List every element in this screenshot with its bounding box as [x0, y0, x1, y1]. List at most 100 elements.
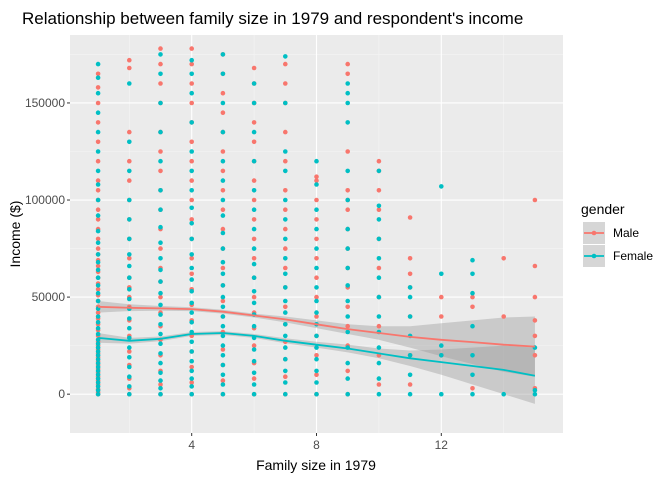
- point-female: [283, 368, 288, 374]
- point-male: [251, 294, 257, 300]
- point-male: [532, 353, 538, 358]
- point-female: [95, 240, 101, 245]
- point-female: [376, 236, 382, 242]
- point-male: [283, 304, 288, 310]
- point-female: [314, 356, 319, 362]
- point-male: [189, 380, 194, 385]
- point-female: [189, 320, 194, 325]
- point-female: [158, 224, 163, 230]
- point-female: [283, 149, 288, 154]
- point-female: [470, 257, 475, 263]
- point-female: [251, 289, 257, 294]
- point-male: [189, 217, 194, 222]
- point-male: [345, 71, 351, 77]
- point-female: [345, 391, 351, 397]
- point-female: [470, 323, 475, 329]
- point-male: [220, 149, 226, 154]
- point-male: [314, 294, 319, 300]
- point-female: [189, 265, 194, 271]
- point-female: [127, 325, 132, 331]
- point-male: [314, 314, 319, 319]
- point-female: [314, 368, 319, 374]
- point-female: [189, 384, 194, 389]
- point-female: [158, 378, 163, 383]
- point-female: [345, 376, 351, 381]
- y-tick-label: 100000: [25, 193, 65, 207]
- point-female: [314, 380, 319, 385]
- point-female: [127, 236, 132, 242]
- point-female: [127, 139, 132, 145]
- fit-line-male: [98, 305, 535, 348]
- point-female: [251, 347, 257, 352]
- point-female: [95, 298, 101, 304]
- point-female: [158, 188, 163, 193]
- point-male: [376, 188, 382, 193]
- point-female: [189, 71, 194, 77]
- point-female: [283, 310, 288, 315]
- point-male: [220, 207, 226, 212]
- point-female: [376, 314, 382, 319]
- point-male: [251, 376, 257, 381]
- point-female: [283, 345, 288, 350]
- point-female: [283, 391, 288, 397]
- point-female: [158, 52, 163, 57]
- point-female: [314, 345, 319, 350]
- point-female: [283, 285, 288, 290]
- point-male: [251, 236, 257, 242]
- point-male: [220, 347, 226, 352]
- point-female: [189, 339, 194, 345]
- point-female: [189, 120, 194, 125]
- point-female: [95, 129, 101, 135]
- point-female: [95, 213, 101, 218]
- point-female: [95, 283, 101, 288]
- point-male: [189, 81, 194, 86]
- point-female: [158, 290, 163, 296]
- point-female: [532, 388, 538, 393]
- point-male: [95, 207, 101, 212]
- point-female: [251, 158, 257, 164]
- point-male: [189, 255, 194, 261]
- point-female: [220, 213, 226, 218]
- point-male: [283, 207, 288, 212]
- point-female: [314, 158, 319, 164]
- legend-label-female: Female: [613, 249, 653, 263]
- point-male: [220, 298, 226, 304]
- point-female: [95, 345, 101, 350]
- point-female: [95, 197, 101, 203]
- point-female: [407, 294, 413, 300]
- point-female: [95, 168, 101, 174]
- point-male: [95, 287, 101, 292]
- point-female: [220, 271, 226, 277]
- point-male: [376, 382, 382, 387]
- point-female: [158, 129, 163, 135]
- chart-title: Relationship between family size in 1979…: [22, 9, 523, 28]
- point-female: [95, 380, 101, 385]
- point-female: [127, 391, 132, 397]
- point-female: [345, 283, 351, 288]
- point-male: [95, 263, 101, 269]
- point-female: [470, 290, 475, 296]
- point-female: [251, 226, 257, 232]
- point-female: [345, 314, 351, 319]
- point-female: [345, 360, 351, 366]
- point-female: [127, 355, 132, 360]
- point-female: [189, 205, 194, 211]
- point-female: [158, 158, 163, 164]
- point-female: [127, 374, 132, 380]
- point-female: [376, 294, 382, 300]
- point-female: [95, 267, 101, 273]
- point-female: [314, 285, 319, 290]
- point-male: [189, 364, 194, 370]
- point-male: [314, 217, 319, 222]
- y-tick-label: 50000: [32, 290, 66, 304]
- point-female: [158, 312, 163, 317]
- point-female: [127, 364, 132, 370]
- y-axis-ticks: 0 50000 100000 150000: [25, 96, 70, 401]
- point-male: [345, 149, 351, 154]
- point-female: [345, 298, 351, 304]
- point-female: [158, 322, 163, 327]
- point-male: [501, 314, 507, 319]
- point-female: [314, 265, 319, 271]
- point-male: [95, 120, 101, 125]
- point-female: [439, 184, 444, 189]
